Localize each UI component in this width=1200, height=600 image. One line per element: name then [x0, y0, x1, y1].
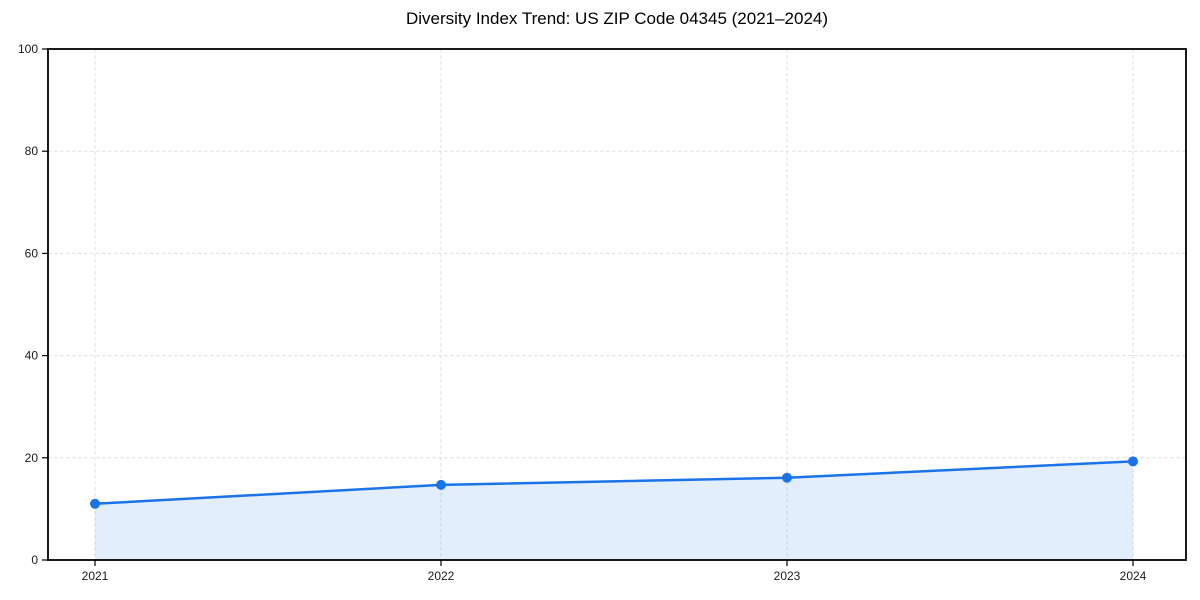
data-point-marker [1128, 456, 1138, 467]
y-axis-tick-label: 80 [25, 144, 39, 158]
x-axis-tick-label: 2024 [1120, 569, 1147, 583]
y-axis-tick-label: 100 [18, 42, 38, 56]
x-axis-tick-label: 2021 [82, 569, 109, 583]
data-point-marker [782, 472, 792, 483]
data-point-marker [436, 479, 446, 490]
y-axis-tick-label: 0 [31, 553, 38, 567]
area-fill [95, 461, 1133, 560]
data-point-marker [90, 498, 100, 509]
x-axis-tick-label: 2023 [774, 569, 801, 583]
chart-title: Diversity Index Trend: US ZIP Code 04345… [405, 9, 829, 28]
trend-line [93, 460, 1135, 506]
y-axis-tick-label: 40 [25, 349, 39, 363]
x-axis-tick-label: 2022 [428, 569, 455, 583]
y-axis-tick-label: 60 [25, 246, 39, 260]
plot-border [47, 48, 1187, 561]
y-axis-tick-label: 20 [25, 451, 39, 465]
